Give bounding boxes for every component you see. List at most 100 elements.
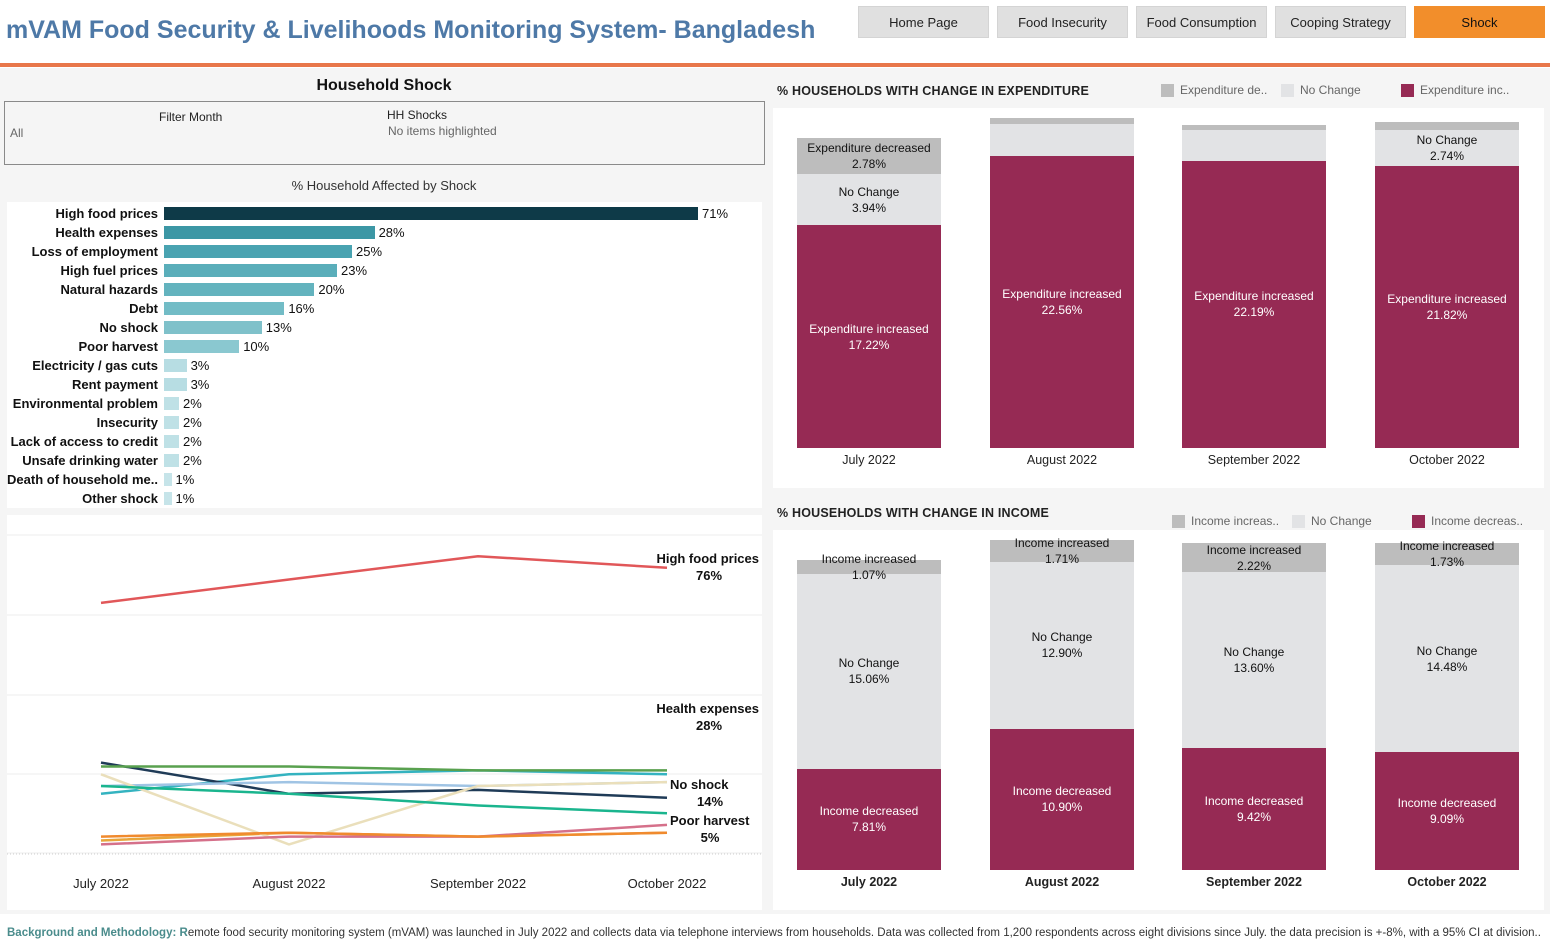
- segment-name-label: Expenditure increased: [809, 321, 929, 336]
- series-line-no-shock[interactable]: [100, 761, 668, 799]
- bar[interactable]: [164, 283, 315, 296]
- bar-segment-expenditure-decreased[interactable]: [990, 118, 1134, 125]
- legend-expenditure-no-change[interactable]: No Change: [1281, 83, 1361, 97]
- legend-expenditure-increased[interactable]: Expenditure inc..: [1401, 83, 1509, 97]
- bar-row-unsafe-drinking-water[interactable]: Unsafe drinking water 2%: [7, 451, 762, 470]
- filter-month-dropdown[interactable]: All: [10, 126, 24, 140]
- bar-segment-no-change[interactable]: No Change 2.74%: [1375, 130, 1519, 166]
- bar-value-label: 13%: [265, 320, 292, 335]
- bar[interactable]: [164, 359, 187, 372]
- bar[interactable]: [164, 264, 337, 277]
- bar-row-other-shock[interactable]: Other shock 1%: [7, 489, 762, 508]
- legend-income-increased[interactable]: Income increas..: [1172, 514, 1279, 528]
- series-line-high-food-prices[interactable]: [100, 554, 668, 605]
- bar-segment-expenditure-decreased[interactable]: Expenditure decreased 2.78%: [797, 138, 941, 175]
- segment-name-label: Income decreased: [1397, 796, 1497, 811]
- nav-coping-strategy-button[interactable]: Cooping Strategy: [1275, 6, 1406, 38]
- bar-row-lack-of-access-to-credit[interactable]: Lack of access to credit 2%: [7, 432, 762, 451]
- bar-row-health-expenses[interactable]: Health expenses 28%: [7, 223, 762, 242]
- segment-name-label: Expenditure decreased: [807, 141, 931, 156]
- nav-food-insecurity-button[interactable]: Food Insecurity: [997, 6, 1128, 38]
- hh-shocks-legend[interactable]: No items highlighted: [388, 124, 497, 138]
- bar-row-poor-harvest[interactable]: Poor harvest 10%: [7, 337, 762, 356]
- bar-row-debt[interactable]: Debt 16%: [7, 299, 762, 318]
- legend-label: Income increas..: [1191, 514, 1280, 528]
- nav-food-consumption-button[interactable]: Food Consumption: [1136, 6, 1267, 38]
- bar-label: Poor harvest: [78, 339, 158, 354]
- bar-segment-expenditure-increased[interactable]: Expenditure increased 22.19%: [1182, 160, 1326, 448]
- bar-segment-no-change[interactable]: No Change 3.94%: [797, 174, 941, 226]
- bar-segment-income-decreased[interactable]: Income decreased 7.81%: [797, 768, 941, 870]
- shock-trend-panel: High food prices 76% Health expenses 28% No …: [7, 515, 762, 910]
- bar-segment-no-change[interactable]: [1182, 130, 1326, 161]
- bar-segment-expenditure-increased[interactable]: Expenditure increased 22.56%: [990, 156, 1134, 448]
- bar[interactable]: [164, 226, 375, 239]
- bar-row-high-food-prices[interactable]: High food prices 71%: [7, 204, 762, 223]
- bar[interactable]: [164, 207, 698, 220]
- expenditure-stacked-chart: Expenditure increased 17.22% No Change 3.94…: [773, 108, 1544, 488]
- series-line-electricity-gas-cuts[interactable]: [100, 823, 668, 846]
- bar-row-insecurity[interactable]: Insecurity 2%: [7, 413, 762, 432]
- bar-segment-expenditure-increased[interactable]: Expenditure increased 17.22%: [797, 225, 941, 448]
- series-line-rent-payment[interactable]: [100, 831, 668, 838]
- bar[interactable]: [164, 397, 180, 410]
- bar-segment-income-increased[interactable]: Income increased 1.71%: [990, 536, 1134, 566]
- income-chart-title: % HOUSEHOLDS WITH CHANGE IN INCOME: [777, 506, 1050, 520]
- segment-name-label: No Change: [1223, 645, 1285, 660]
- bar-row-high-fuel-prices[interactable]: High fuel prices 23%: [7, 261, 762, 280]
- bar[interactable]: [164, 416, 180, 429]
- x-axis-tick-label: September 2022: [430, 876, 526, 891]
- bar-row-rent-payment[interactable]: Rent payment 3%: [7, 375, 762, 394]
- bar-label: Rent payment: [72, 377, 158, 392]
- series-line-debt[interactable]: [100, 784, 668, 815]
- income-stacked-chart: Income decreased 7.81% No Change 15.06% Inco…: [773, 530, 1544, 910]
- series-value-poor-harvest: 5%: [701, 830, 720, 845]
- bar-segment-no-change[interactable]: No Change 14.48%: [1375, 564, 1519, 753]
- nav-shock-button[interactable]: Shock: [1414, 6, 1545, 38]
- bar[interactable]: [164, 435, 180, 448]
- bar-segment-no-change[interactable]: No Change 12.90%: [990, 562, 1134, 729]
- bar-row-death-of-household-me[interactable]: Death of household me.. 1%: [7, 470, 762, 489]
- bar[interactable]: [164, 378, 187, 391]
- bar[interactable]: [164, 302, 285, 315]
- bar-row-environmental-problem[interactable]: Environmental problem 2%: [7, 394, 762, 413]
- bar-segment-income-increased[interactable]: Income increased 1.07%: [797, 552, 941, 582]
- bar-row-electricity-gas-cuts[interactable]: Electricity / gas cuts 3%: [7, 356, 762, 375]
- bar-segment-no-change[interactable]: No Change 15.06%: [797, 574, 941, 769]
- x-axis-tick-label: September 2022: [1207, 453, 1301, 467]
- bar[interactable]: [164, 340, 240, 353]
- bar-segment-expenditure-increased[interactable]: Expenditure increased 21.82%: [1375, 165, 1519, 448]
- bar-segment-expenditure-decreased[interactable]: [1375, 121, 1519, 131]
- series-label-health-expenses: Health expenses: [656, 701, 759, 716]
- bar[interactable]: [164, 473, 172, 486]
- bar-label: Other shock: [82, 491, 158, 506]
- bar-segment-expenditure-decreased[interactable]: [1182, 125, 1326, 131]
- bar-row-natural-hazards[interactable]: Natural hazards 20%: [7, 280, 762, 299]
- legend-income-decreased[interactable]: Income decreas..: [1412, 514, 1523, 528]
- series-label-poor-harvest: Poor harvest: [670, 813, 750, 828]
- bar-segment-income-increased[interactable]: Income increased 2.22%: [1182, 543, 1326, 573]
- segment-name-label: No Change: [1416, 643, 1478, 658]
- nav-home-page-button[interactable]: Home Page: [858, 6, 989, 38]
- bar-segment-income-decreased[interactable]: Income decreased 9.09%: [1375, 752, 1519, 870]
- legend-label: Expenditure de..: [1180, 83, 1268, 97]
- bar-row-loss-of-employment[interactable]: Loss of employment 25%: [7, 242, 762, 261]
- legend-income-no-change[interactable]: No Change: [1292, 514, 1372, 528]
- bar-row-no-shock[interactable]: No shock 13%: [7, 318, 762, 337]
- bar[interactable]: [164, 492, 172, 505]
- series-line-natural-hazards[interactable]: [100, 773, 668, 846]
- segment-name-label: Expenditure increased: [1387, 291, 1507, 306]
- bar-chart-title: % Household Affected by Shock: [291, 178, 477, 193]
- bar-segment-no-change[interactable]: No Change 13.60%: [1182, 572, 1326, 749]
- bar[interactable]: [164, 321, 262, 334]
- bar-segment-income-decreased[interactable]: Income decreased 10.90%: [990, 728, 1134, 870]
- bar-segment-no-change[interactable]: [990, 124, 1134, 157]
- legend-swatch-icon: [1172, 514, 1185, 528]
- bar[interactable]: [164, 454, 180, 467]
- bar-segment-income-decreased[interactable]: Income decreased 9.42%: [1182, 748, 1326, 870]
- bar[interactable]: [164, 245, 353, 258]
- series-line-loss-of-employment[interactable]: [101, 765, 667, 772]
- legend-expenditure-decreased[interactable]: Expenditure de..: [1161, 83, 1267, 97]
- shock-bar-chart: High food prices 71% Health expenses 28% Los…: [7, 202, 762, 508]
- bar-segment-income-increased[interactable]: Income increased 1.73%: [1375, 539, 1519, 569]
